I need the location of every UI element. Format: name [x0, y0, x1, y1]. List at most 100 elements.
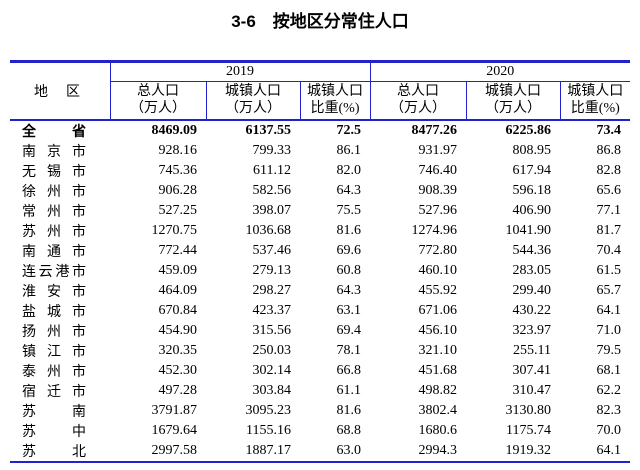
- value-cell: 250.03: [252, 342, 292, 358]
- region-name-cell: 苏州市: [10, 221, 110, 241]
- value-cell: 315.56: [252, 322, 292, 338]
- region-name: 常州市: [22, 204, 86, 220]
- value-cell: 455.92: [418, 282, 458, 298]
- value-cell: 310.47: [512, 382, 552, 398]
- value-cell: 82.8: [596, 162, 622, 178]
- table-row: 连云港市 459.09 279.13 60.8 460.10 283.05 61.5: [10, 261, 630, 281]
- value-cell: 908.39: [418, 182, 458, 198]
- value-cell: 63.0: [336, 442, 362, 458]
- col-header-urban-population: 城镇人口 （万人）: [466, 81, 561, 121]
- value-cell: 451.68: [418, 362, 458, 378]
- population-table: 地区 2019 2020 总人口 （万人） 城镇人口 （万人） 城镇人口 比重(…: [10, 60, 631, 463]
- region-name-cell: 常州市: [10, 201, 110, 221]
- value-cell: 64.1: [596, 302, 622, 318]
- table-row: 全省 8469.09 6137.55 72.5 8477.26 6225.86 73.4: [10, 120, 630, 141]
- region-name-cell: 苏北: [10, 441, 110, 462]
- year-group-header-2019: 2019: [110, 61, 371, 82]
- value-cell: 70.0: [596, 422, 622, 438]
- value-cell: 81.7: [596, 222, 622, 238]
- value-cell: 460.10: [418, 262, 458, 278]
- region-name-cell: 淮安市: [10, 281, 110, 301]
- value-cell: 66.8: [336, 362, 362, 378]
- value-cell: 430.22: [512, 302, 552, 318]
- value-cell: 61.1: [336, 382, 362, 398]
- value-cell: 582.56: [252, 182, 292, 198]
- value-cell: 3095.23: [245, 402, 292, 418]
- region-name: 盐城市: [22, 304, 86, 320]
- value-cell: 456.10: [418, 322, 458, 338]
- value-cell: 406.90: [512, 202, 552, 218]
- value-cell: 596.18: [512, 182, 552, 198]
- region-name-cell: 无锡市: [10, 161, 110, 181]
- value-cell: 498.82: [418, 382, 458, 398]
- region-name: 宿迁市: [22, 384, 86, 400]
- page-title: 3-6 按地区分常住人口: [231, 12, 409, 31]
- table-row: 苏北 2997.58 1887.17 63.0 2994.3 1919.32 64.1: [10, 441, 630, 462]
- region-column-header: 地区: [10, 61, 111, 121]
- value-cell: 1274.96: [411, 222, 458, 238]
- region-name: 扬州市: [22, 324, 86, 340]
- value-cell: 746.40: [418, 162, 458, 178]
- value-cell: 670.84: [158, 302, 198, 318]
- value-cell: 323.97: [512, 322, 552, 338]
- col-header-urban-population: 城镇人口 （万人）: [206, 81, 301, 121]
- region-name: 苏州市: [22, 224, 86, 240]
- value-cell: 6225.86: [505, 122, 552, 138]
- value-cell: 671.06: [418, 302, 458, 318]
- region-name: 泰州市: [22, 364, 86, 380]
- value-cell: 3802.4: [418, 402, 458, 418]
- value-cell: 544.36: [512, 242, 552, 258]
- value-cell: 527.96: [418, 202, 458, 218]
- region-name-cell: 扬州市: [10, 321, 110, 341]
- value-cell: 8477.26: [411, 122, 458, 138]
- value-cell: 307.41: [512, 362, 552, 378]
- value-cell: 423.37: [252, 302, 292, 318]
- value-cell: 65.7: [596, 282, 622, 298]
- region-name: 镇江市: [22, 344, 86, 360]
- table-row: 苏南 3791.87 3095.23 81.6 3802.4 3130.80 82.3: [10, 401, 630, 421]
- value-cell: 320.35: [158, 342, 198, 358]
- value-cell: 255.11: [513, 342, 552, 358]
- value-cell: 928.16: [158, 142, 198, 158]
- region-name-cell: 宿迁市: [10, 381, 110, 401]
- table-row: 泰州市 452.30 302.14 66.8 451.68 307.41 68.1: [10, 361, 630, 381]
- value-cell: 78.1: [336, 342, 362, 358]
- value-cell: 527.25: [158, 202, 198, 218]
- region-name: 全省: [22, 124, 86, 140]
- region-name: 淮安市: [22, 284, 86, 300]
- value-cell: 799.33: [252, 142, 292, 158]
- table-body: 全省 8469.09 6137.55 72.5 8477.26 6225.86 73.4 南京…: [10, 120, 630, 462]
- region-name-cell: 苏南: [10, 401, 110, 421]
- value-cell: 1036.68: [245, 222, 292, 238]
- value-cell: 64.3: [336, 282, 362, 298]
- table-row: 常州市 527.25 398.07 75.5 527.96 406.90 77.1: [10, 201, 630, 221]
- value-cell: 299.40: [512, 282, 552, 298]
- table-row: 淮安市 464.09 298.27 64.3 455.92 299.40 65.7: [10, 281, 630, 301]
- value-cell: 1919.32: [505, 442, 552, 458]
- table-row: 盐城市 670.84 423.37 63.1 671.06 430.22 64.1: [10, 301, 630, 321]
- value-cell: 611.12: [253, 162, 291, 178]
- value-cell: 82.3: [596, 402, 622, 418]
- value-cell: 808.95: [512, 142, 552, 158]
- table-row: 南京市 928.16 799.33 86.1 931.97 808.95 86.8: [10, 141, 630, 161]
- value-cell: 6137.55: [245, 122, 292, 138]
- region-column-header-label: 地区: [34, 84, 80, 100]
- value-cell: 72.5: [336, 122, 362, 138]
- region-name-cell: 泰州市: [10, 361, 110, 381]
- value-cell: 86.8: [596, 142, 622, 158]
- region-name-cell: 连云港市: [10, 261, 110, 281]
- table-row: 扬州市 454.90 315.56 69.4 456.10 323.97 71.0: [10, 321, 630, 341]
- value-cell: 398.07: [252, 202, 292, 218]
- value-cell: 279.13: [252, 262, 292, 278]
- value-cell: 2994.3: [418, 442, 458, 458]
- value-cell: 1155.16: [246, 422, 291, 438]
- value-cell: 1175.74: [506, 422, 552, 438]
- table-row: 镇江市 320.35 250.03 78.1 321.10 255.11 79.5: [10, 341, 630, 361]
- table-row: 苏中 1679.64 1155.16 68.8 1680.6 1175.74 70.0: [10, 421, 630, 441]
- value-cell: 81.6: [336, 222, 362, 238]
- value-cell: 79.5: [596, 342, 622, 358]
- region-name: 苏中: [22, 424, 86, 440]
- value-cell: 497.28: [158, 382, 198, 398]
- year-header-row: 地区 2019 2020: [10, 61, 631, 121]
